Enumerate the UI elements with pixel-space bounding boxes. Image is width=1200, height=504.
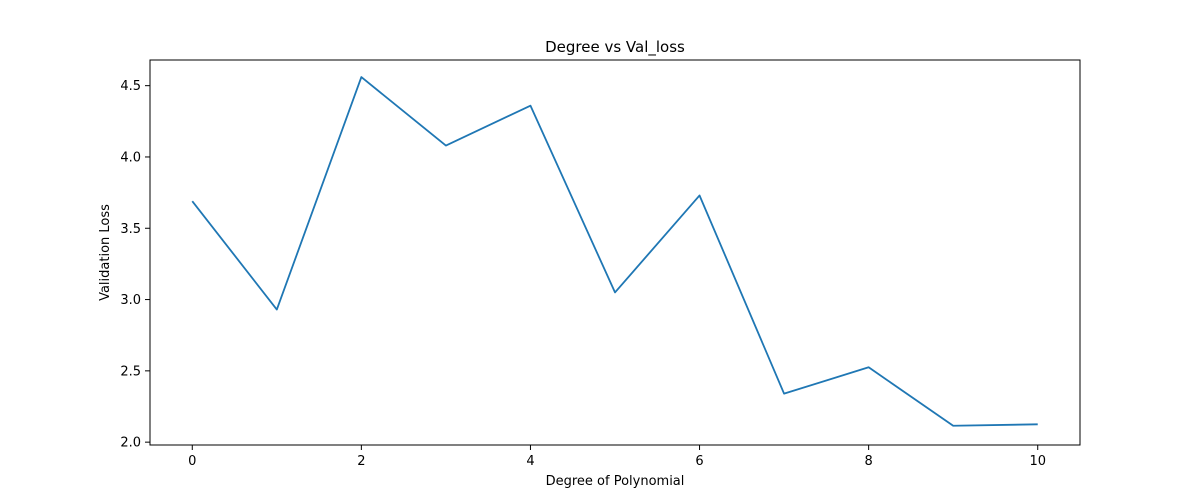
y-tick-label: 4.0 xyxy=(120,150,141,165)
x-axis-label: Degree of Polynomial xyxy=(546,474,685,489)
x-tick-label: 6 xyxy=(695,454,703,469)
y-tick-label: 3.5 xyxy=(120,222,141,237)
y-tick-label: 2.5 xyxy=(120,364,141,379)
y-axis-label: Validation Loss xyxy=(98,204,113,301)
y-tick-label: 3.0 xyxy=(120,293,141,308)
x-tick-label: 4 xyxy=(526,454,534,469)
x-tick-label: 10 xyxy=(1029,454,1046,469)
x-tick-label: 2 xyxy=(357,454,365,469)
chart-title: Degree vs Val_loss xyxy=(545,38,685,57)
x-tick-label: 0 xyxy=(188,454,196,469)
y-tick-label: 4.5 xyxy=(120,79,141,94)
y-tick-label: 2.0 xyxy=(120,436,141,451)
x-tick-label: 8 xyxy=(864,454,872,469)
